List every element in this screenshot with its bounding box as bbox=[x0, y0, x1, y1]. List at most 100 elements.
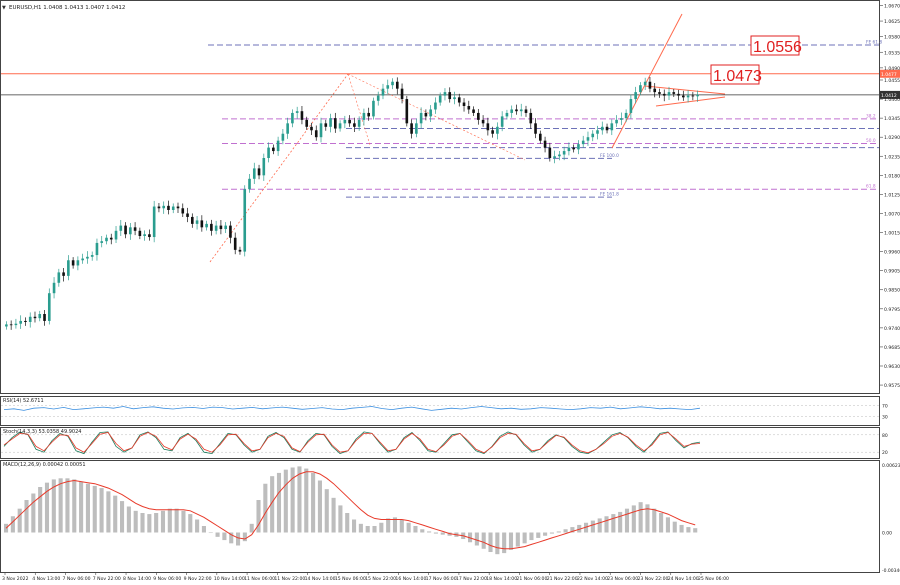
candle-body bbox=[395, 81, 399, 89]
stoch-panel-frame bbox=[0, 427, 880, 459]
candle-body bbox=[314, 130, 318, 138]
candle-body bbox=[486, 123, 490, 131]
macd-bar bbox=[10, 516, 15, 533]
candle-body bbox=[648, 81, 652, 89]
price-tick-label: 0.9740 bbox=[884, 326, 900, 332]
macd-tick-label: 0.00 bbox=[882, 531, 892, 537]
macd-bar bbox=[447, 532, 452, 536]
candle-body bbox=[634, 92, 637, 100]
candle-body bbox=[181, 208, 185, 214]
stoch-main-line bbox=[3, 431, 701, 455]
macd-bar bbox=[529, 532, 534, 541]
macd-bar bbox=[563, 529, 568, 533]
time-tick-label: 15 Nov 22:00 bbox=[365, 576, 396, 582]
candle-body bbox=[677, 93, 680, 96]
macd-bar bbox=[427, 531, 432, 533]
macd-bar bbox=[263, 483, 268, 533]
candle-body bbox=[519, 109, 523, 112]
macd-bar bbox=[222, 532, 227, 541]
macd-label: MACD(12,26,9) 0.00042 0.00051 bbox=[3, 462, 86, 468]
time-tick-label: 9 Nov 22:00 bbox=[184, 576, 212, 582]
price-tick-label: 1.0535 bbox=[884, 50, 900, 56]
candle-body bbox=[319, 123, 323, 138]
macd-bar bbox=[140, 513, 145, 533]
macd-bar bbox=[645, 504, 650, 533]
triangle-lower bbox=[655, 96, 726, 107]
price-tick-label: 1.0625 bbox=[884, 19, 900, 25]
fibonacci-labels: FE 61.8 1.0477 1.0412 38.2 50.0 FE 100.0 61.8 F… bbox=[600, 39, 900, 198]
macd-bar bbox=[672, 521, 677, 533]
macd-bar bbox=[468, 532, 473, 543]
rsi-label: RSI(14) 52.6711 bbox=[3, 398, 44, 404]
macd-bar bbox=[317, 480, 322, 533]
candle-body bbox=[210, 223, 213, 231]
macd-bar bbox=[652, 508, 657, 533]
macd-panel-frame bbox=[0, 460, 880, 573]
main-panel-frame bbox=[0, 0, 880, 394]
candle-body bbox=[448, 92, 452, 100]
candle-body bbox=[653, 88, 657, 93]
macd-bar bbox=[522, 532, 527, 544]
candle-body bbox=[562, 151, 566, 155]
candle-body bbox=[357, 119, 361, 127]
rsi-tick-label: 70 bbox=[882, 403, 888, 409]
macd-bar bbox=[195, 519, 200, 533]
candle-body bbox=[24, 320, 27, 322]
price-tick-label: 1.0180 bbox=[884, 173, 900, 179]
macd-bar bbox=[679, 524, 684, 533]
macd-bar bbox=[44, 482, 50, 533]
macd-bar bbox=[188, 514, 193, 533]
candle-body bbox=[133, 227, 137, 231]
macd-bar bbox=[290, 467, 295, 533]
candle-body bbox=[114, 230, 118, 240]
time-tick-label: 15 Nov 06:00 bbox=[335, 576, 366, 582]
price-tick-label: 0.9850 bbox=[884, 288, 900, 294]
macd-bar bbox=[536, 532, 541, 538]
candle-body bbox=[620, 118, 623, 120]
triangle-upper bbox=[644, 85, 726, 95]
candle-body bbox=[558, 154, 561, 157]
trend-lines bbox=[209, 13, 726, 263]
candle-body bbox=[291, 112, 294, 124]
price-tick-label: 1.0345 bbox=[884, 116, 900, 122]
time-tick-label: 21 Nov 06:00 bbox=[516, 576, 547, 582]
macd-bar bbox=[686, 527, 691, 533]
time-tick-label: 25 Nov 06:00 bbox=[698, 576, 729, 582]
macd-bar bbox=[611, 514, 616, 533]
macd-bar bbox=[597, 518, 602, 533]
macd-bar bbox=[543, 532, 548, 536]
callout-1-0556: 1.0556 bbox=[750, 35, 802, 56]
price-tick-label: 0.9575 bbox=[884, 383, 900, 389]
time-tick-label: 7 Nov 22:00 bbox=[93, 576, 121, 582]
trend-dotted-down bbox=[347, 73, 371, 146]
macd-bar bbox=[154, 513, 159, 533]
candle-body bbox=[643, 81, 647, 86]
macd-bar bbox=[474, 532, 479, 546]
stoch-tick-label: 80 bbox=[882, 433, 888, 439]
macd-bar bbox=[311, 472, 316, 533]
macd-bar bbox=[99, 488, 104, 533]
macd-bar bbox=[249, 523, 254, 533]
symbol-dropdown-icon[interactable]: ▼ bbox=[2, 5, 6, 11]
candle-body bbox=[496, 126, 499, 134]
macd-bar bbox=[201, 526, 206, 533]
candle-body bbox=[515, 109, 518, 112]
callout-text: 1.0556 bbox=[753, 39, 802, 56]
candle-body bbox=[257, 168, 261, 176]
macd-bar bbox=[399, 519, 404, 533]
candle-body bbox=[238, 249, 242, 252]
price-tick-label: 1.0455 bbox=[884, 78, 900, 84]
candle-body bbox=[691, 95, 695, 97]
price-tick-label: 1.0670 bbox=[884, 3, 900, 9]
candle-body bbox=[67, 260, 70, 276]
price-tick-label: 1.0235 bbox=[884, 154, 900, 160]
candle-body bbox=[295, 111, 299, 113]
candle-body bbox=[615, 119, 618, 124]
stochastic-panel: 80 20 bbox=[1, 431, 888, 456]
candle-body bbox=[672, 92, 676, 94]
macd-bar bbox=[38, 486, 43, 533]
candle-body bbox=[86, 256, 89, 259]
macd-bar bbox=[549, 532, 554, 534]
macd-bar bbox=[106, 491, 111, 533]
